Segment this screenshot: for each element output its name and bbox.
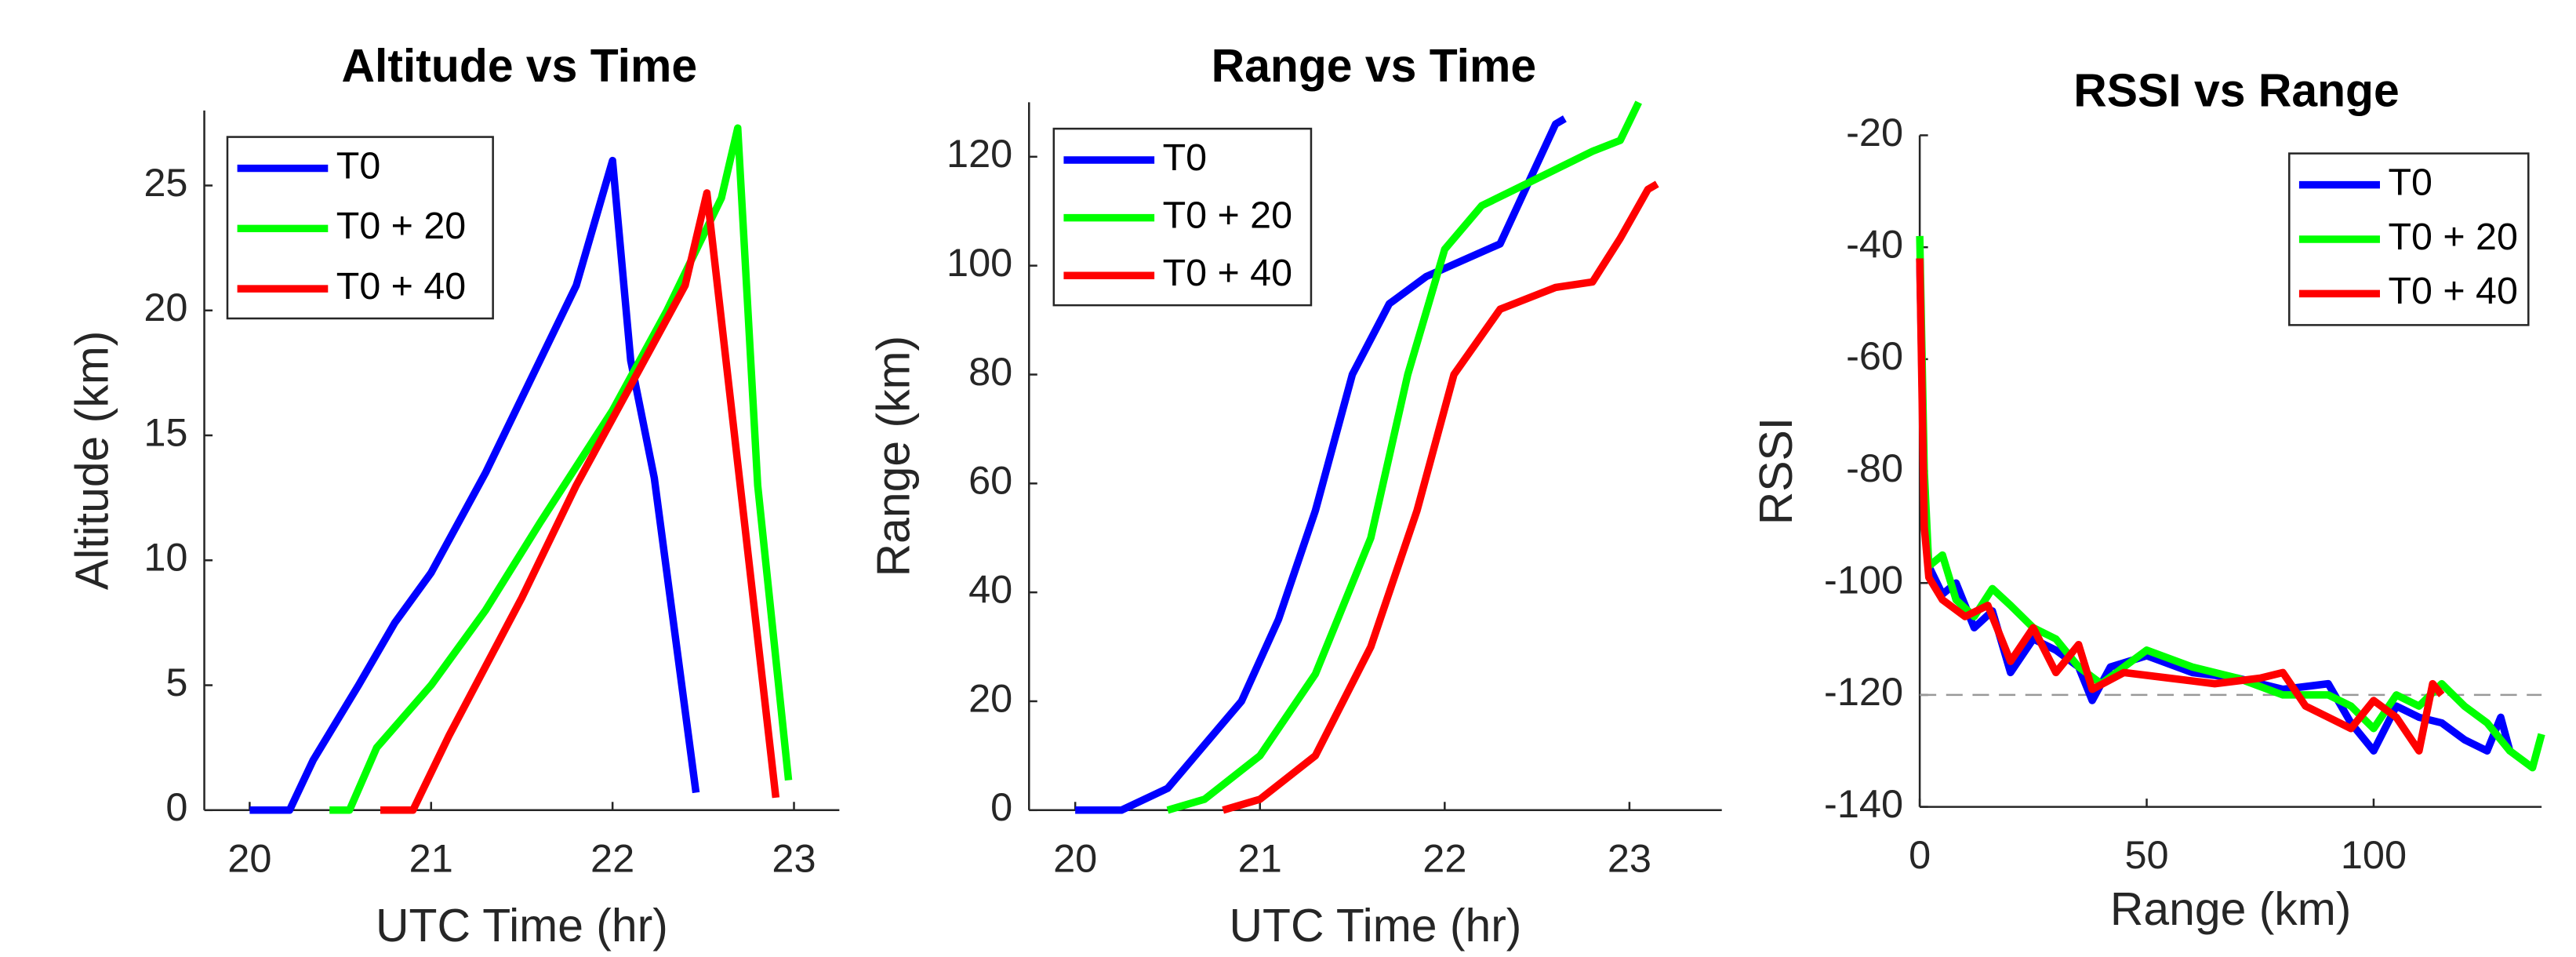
legend-label: T0 [2389, 161, 2432, 203]
data-line [1916, 235, 2545, 772]
x-tick-label: 23 [772, 835, 816, 880]
y-tick-label: 10 [144, 535, 187, 580]
y-tick-label: 0 [165, 784, 187, 829]
chart-title: RSSI vs Range [2073, 65, 2400, 116]
x-tick-label: 20 [1053, 835, 1097, 880]
x-tick-label: 21 [409, 835, 453, 880]
x-tick-label: 100 [2341, 832, 2407, 877]
data-line [329, 124, 793, 814]
y-tick-label: -140 [1824, 781, 1903, 826]
chart-title: Range vs Time [1212, 41, 1536, 92]
data-line [1166, 100, 1642, 814]
x-axis-label: Range (km) [2110, 884, 2352, 935]
x-tick-label: 50 [2124, 832, 2168, 877]
y-tick-label: -20 [1846, 110, 1903, 155]
x-tick-label: 23 [1608, 835, 1651, 880]
data-line [1075, 115, 1567, 814]
y-tick-label: 120 [946, 131, 1012, 176]
legend-label: T0 + 20 [336, 205, 466, 247]
y-tick-label: 15 [144, 409, 187, 454]
legend-label: T0 + 40 [1163, 252, 1292, 294]
y-tick-label: -40 [1846, 221, 1903, 266]
y-tick-label: 20 [144, 285, 187, 329]
data-line [1916, 258, 2445, 755]
x-axis-label: UTC Time (hr) [1230, 901, 1522, 952]
x-tick-label: 20 [227, 835, 271, 880]
y-tick-label: 40 [968, 566, 1012, 611]
x-tick-label: 21 [1238, 835, 1282, 880]
data-line [1916, 258, 2514, 755]
legend-label: T0 + 20 [1163, 194, 1292, 236]
data-line [380, 189, 780, 814]
legend-label: T0 [1163, 136, 1207, 179]
y-tick-label: 20 [968, 675, 1012, 720]
x-axis-label: UTC Time (hr) [376, 901, 668, 952]
legend-label: T0 + 40 [2389, 270, 2518, 312]
y-axis-label: Altitude (km) [67, 331, 118, 590]
data-line [249, 156, 700, 814]
y-tick-label: 5 [165, 660, 187, 704]
x-tick-label: 0 [1909, 832, 1931, 877]
y-tick-label: -120 [1824, 669, 1903, 714]
legend-label: T0 + 20 [2389, 216, 2518, 258]
y-axis-label: Range (km) [869, 336, 920, 577]
legend-label: T0 + 40 [336, 265, 466, 307]
x-tick-label: 22 [590, 835, 634, 880]
y-tick-label: 80 [968, 349, 1012, 394]
y-tick-label: 0 [990, 784, 1012, 829]
y-axis-label: RSSI [1751, 417, 1802, 525]
legend-label: T0 [336, 144, 380, 187]
chart-title: Altitude vs Time [341, 41, 697, 92]
y-tick-label: -100 [1824, 558, 1903, 602]
x-tick-label: 22 [1422, 835, 1466, 880]
y-tick-label: -80 [1846, 446, 1903, 490]
y-tick-label: -60 [1846, 333, 1903, 378]
data-line [1222, 180, 1659, 814]
y-tick-label: 25 [144, 160, 187, 205]
y-tick-label: 100 [946, 240, 1012, 285]
y-tick-label: 60 [968, 458, 1012, 503]
